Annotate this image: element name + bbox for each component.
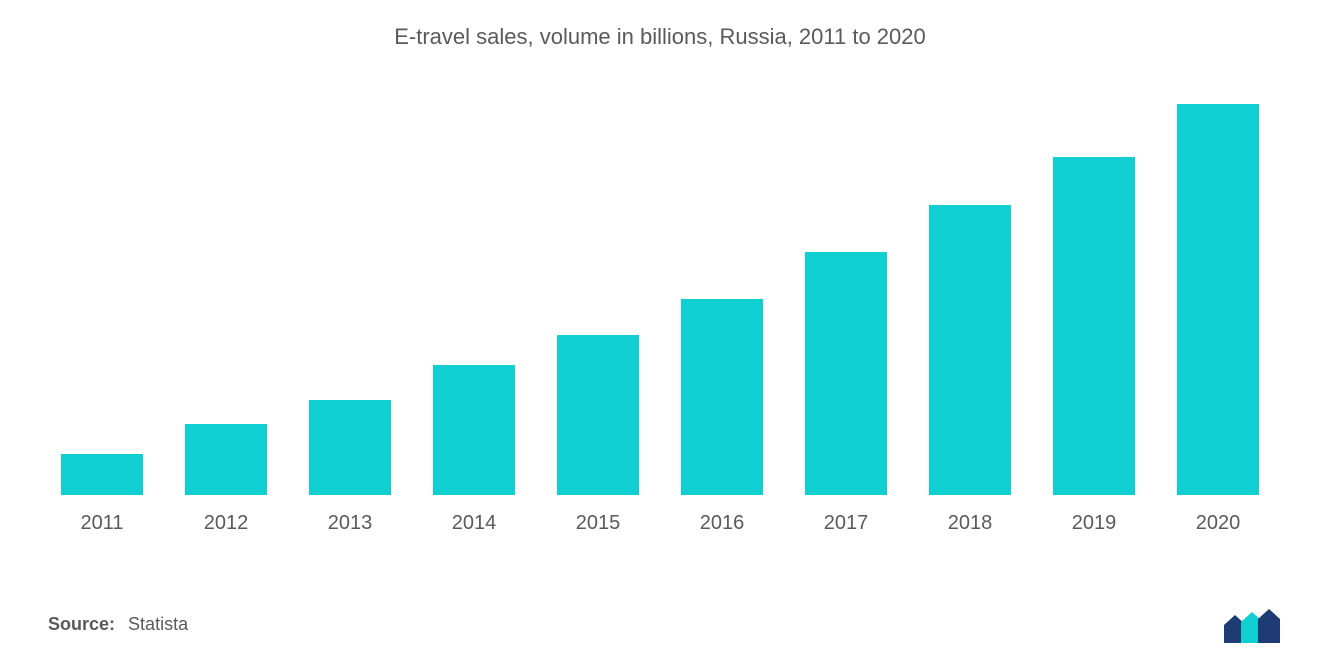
x-axis-label: 2011 [40,512,164,535]
bar-slot [536,80,660,495]
brand-logo [1224,607,1280,643]
bar-slot [412,80,536,495]
bar [185,424,267,495]
bar [61,454,143,496]
bar-slot [660,80,784,495]
source-value: Statista [128,614,188,634]
x-axis-label: 2012 [164,512,288,535]
source-attribution: Source: Statista [48,614,188,635]
bar-slot [908,80,1032,495]
bar [433,365,515,495]
bar [1177,104,1259,495]
x-axis-label: 2020 [1156,512,1280,535]
bar [1053,157,1135,495]
bar-slot [1032,80,1156,495]
bars-container [40,80,1280,495]
x-axis-label: 2017 [784,512,908,535]
bar-slot [164,80,288,495]
bar-slot [40,80,164,495]
x-axis-labels: 2011201220132014201520162017201820192020 [40,512,1280,535]
x-axis-label: 2019 [1032,512,1156,535]
bar [929,205,1011,496]
bar-slot [288,80,412,495]
source-label: Source: [48,614,115,634]
bar [681,299,763,495]
bar-slot [784,80,908,495]
x-axis-label: 2018 [908,512,1032,535]
x-axis-label: 2016 [660,512,784,535]
bar-slot [1156,80,1280,495]
bar [309,400,391,495]
x-axis-label: 2014 [412,512,536,535]
bar [805,252,887,495]
chart-plot-area [40,80,1280,495]
x-axis-label: 2013 [288,512,412,535]
x-axis-label: 2015 [536,512,660,535]
chart-title: E-travel sales, volume in billions, Russ… [0,24,1320,50]
bar [557,335,639,495]
